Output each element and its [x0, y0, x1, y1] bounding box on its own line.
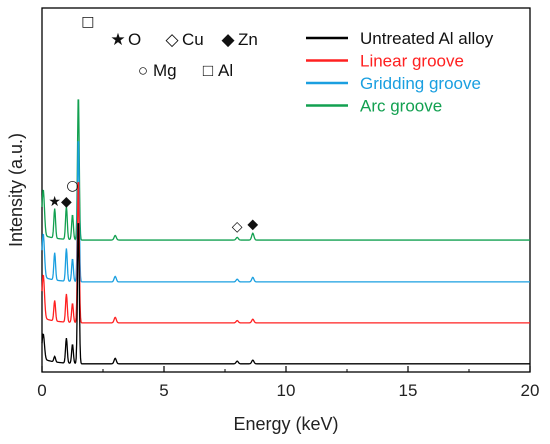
x-tick-label: 5: [159, 381, 168, 400]
element-key-label: O: [128, 30, 141, 49]
series-line: [41, 182, 530, 324]
peak-marker: ◇: [232, 219, 243, 235]
legend-label: Gridding groove: [360, 74, 481, 93]
x-tick-label: 0: [37, 381, 46, 400]
element-key-label: Mg: [153, 61, 177, 80]
legend: Untreated Al alloy Linear groove Gridding …: [306, 29, 494, 116]
series-line: [41, 141, 530, 283]
peak-marker: ○: [66, 178, 78, 194]
element-key-symbol: ○: [138, 61, 148, 80]
element-key-symbol: □: [203, 61, 213, 80]
spectra-group: [41, 99, 530, 365]
legend-label: Arc groove: [360, 97, 442, 116]
element-key-label: Zn: [238, 30, 258, 49]
legend-label: Untreated Al alloy: [360, 29, 494, 48]
series-line: [41, 99, 530, 241]
element-key-symbol: ◇: [165, 30, 179, 49]
element-key-symbol: ★: [110, 30, 125, 49]
peak-marker: ◆: [61, 194, 72, 210]
element-key-symbol: ◆: [221, 30, 235, 49]
peak-annotations: ★ ◆○□◇ ◆: [48, 14, 258, 235]
peak-marker: ★: [48, 194, 61, 210]
x-axis-title: Energy (keV): [233, 414, 338, 434]
x-tick-label: 10: [277, 381, 296, 400]
element-key: ★ O ◇ Cu ◆ Zn ○ Mg □ Al: [110, 30, 257, 80]
legend-label: Linear groove: [360, 52, 464, 71]
x-tick-label: 15: [399, 381, 418, 400]
series-line: [41, 223, 530, 365]
x-tick-label: 20: [521, 381, 540, 400]
peak-marker: □: [81, 14, 94, 30]
element-key-label: Al: [218, 61, 233, 80]
y-axis-title: Intensity (a.u.): [6, 133, 26, 247]
peak-marker: ◆: [247, 217, 258, 233]
x-axis: 0 5 10 15 20: [37, 366, 539, 400]
element-key-label: Cu: [182, 30, 204, 49]
